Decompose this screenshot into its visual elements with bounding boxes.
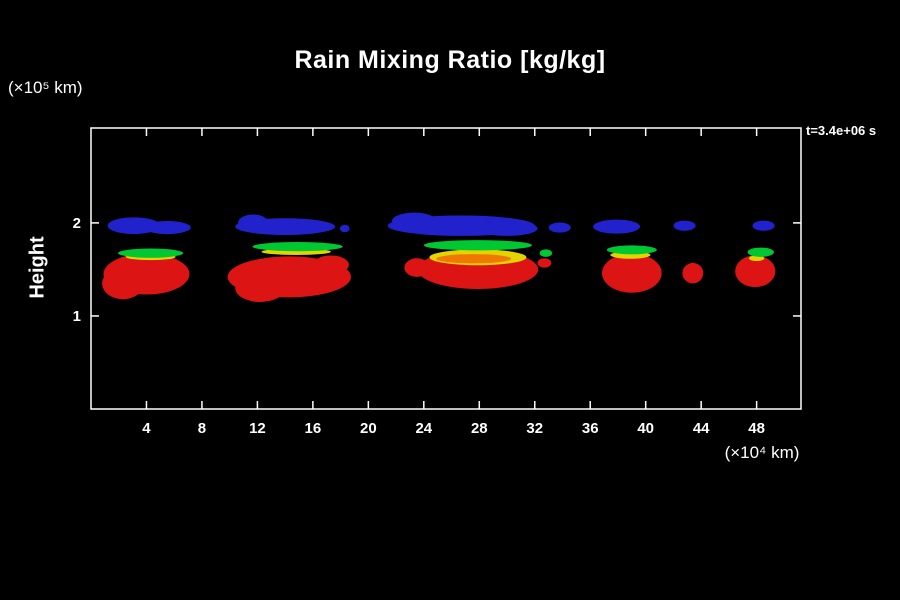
svg-text:48: 48 xyxy=(748,420,765,437)
svg-text:2: 2 xyxy=(73,215,81,232)
svg-text:40: 40 xyxy=(637,420,654,437)
svg-text:20: 20 xyxy=(360,420,377,437)
chart-title: Rain Mixing Ratio [kg/kg] xyxy=(294,46,606,74)
y-axis-units-label: (×10⁵ km) xyxy=(8,78,83,97)
time-annotation: t=3.4e+06 s xyxy=(806,123,877,138)
svg-text:36: 36 xyxy=(582,420,599,437)
y-axis-label: Height xyxy=(26,236,49,299)
svg-text:28: 28 xyxy=(471,420,488,437)
svg-text:12: 12 xyxy=(249,420,266,437)
svg-text:1: 1 xyxy=(73,308,81,325)
svg-text:8: 8 xyxy=(198,420,206,437)
x-axis-units-label: (×10⁴ km) xyxy=(724,443,800,462)
svg-text:4: 4 xyxy=(142,420,151,437)
svg-text:44: 44 xyxy=(693,420,710,437)
svg-text:24: 24 xyxy=(415,420,432,437)
svg-text:32: 32 xyxy=(526,420,543,437)
svg-text:16: 16 xyxy=(305,420,322,437)
